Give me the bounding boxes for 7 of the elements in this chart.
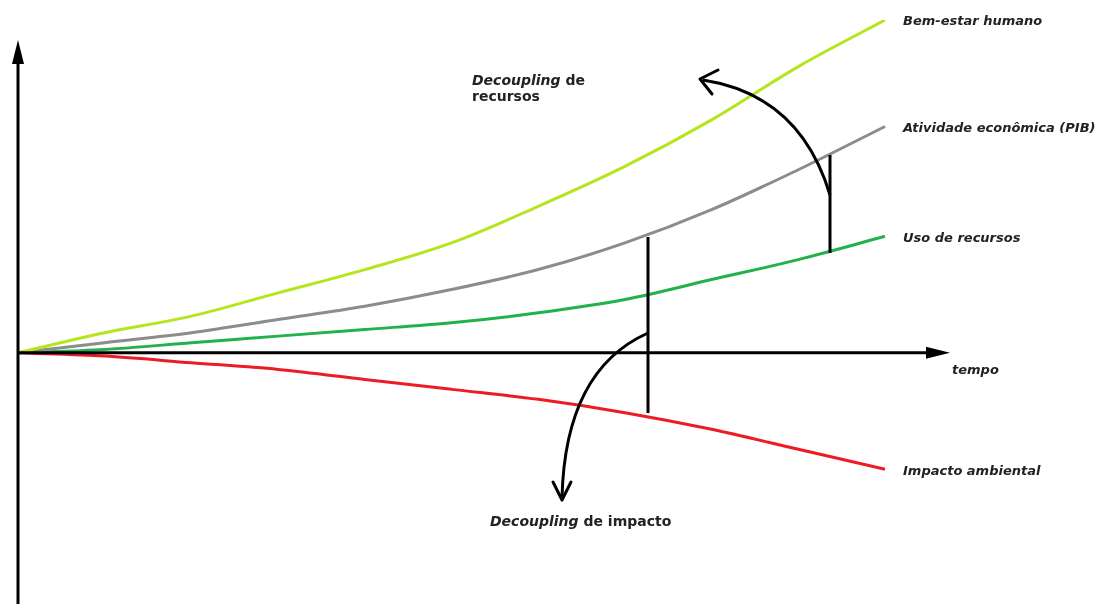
- series-label: Atividade econômica (PIB): [902, 119, 1096, 135]
- series-label: Impacto ambiental: [903, 462, 1041, 478]
- series-label: Bem-estar humano: [903, 13, 1043, 29]
- text: Decoupling de recursos: [472, 72, 585, 104]
- series-label: Uso de recursos: [903, 229, 1021, 245]
- x-axis-title: tempo: [952, 362, 999, 378]
- text: Decoupling de impacto: [490, 513, 673, 529]
